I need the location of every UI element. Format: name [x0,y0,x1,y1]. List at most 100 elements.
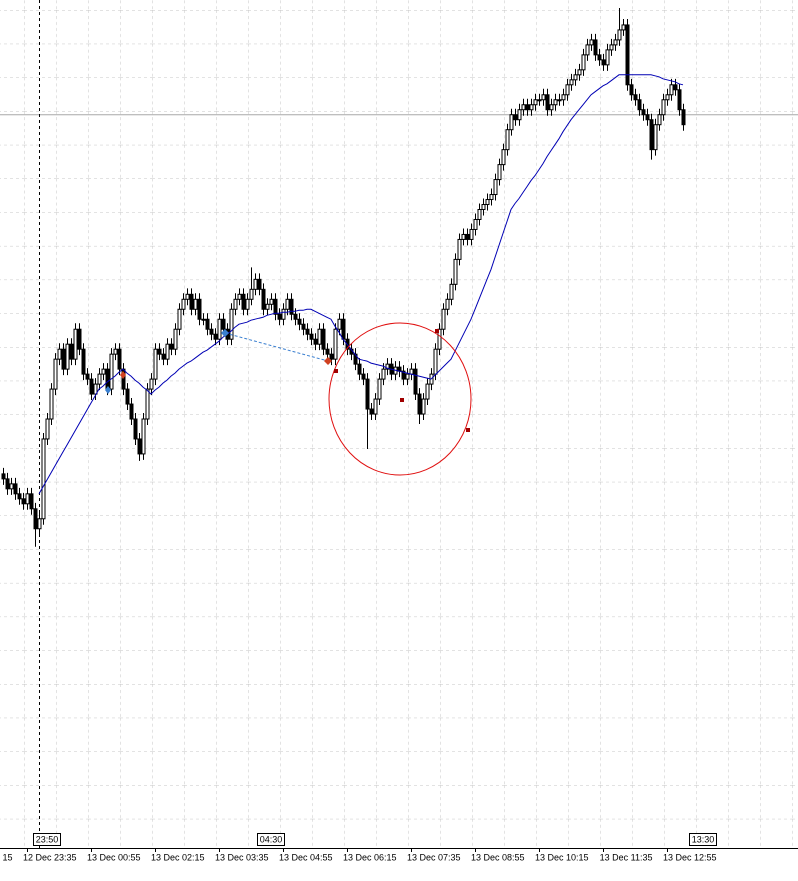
candle-body [241,293,246,310]
time-marker-box [257,833,285,846]
candle-body [29,493,34,510]
candle-body [501,149,506,166]
candle-body [405,373,410,380]
candle-body [577,69,582,76]
candle-body [97,373,102,385]
candles [1,7,686,547]
candle-body [641,109,646,116]
trend-line [224,332,329,362]
candle-body [509,114,514,131]
x-tick-label: 13 Dec 06:15 [343,852,397,862]
candle-body [261,288,266,310]
candle-body [9,483,14,490]
candle-body [573,74,578,81]
candle-body [33,508,38,530]
candle-body [369,408,374,415]
candle-body [461,233,466,240]
candle-body [193,298,198,310]
candle-body [221,318,226,330]
candle-body [545,94,550,111]
x-tick-label: 13 Dec 12:55 [663,852,717,862]
candle-body [557,99,562,102]
candle-body [381,368,386,380]
x-tick-label: 12 Dec 23:35 [23,852,77,862]
candle-body [89,378,94,395]
candle-body [253,278,258,290]
candle-body [337,318,342,330]
candle-body [201,318,206,321]
candle-body [373,398,378,415]
time-marker-label: 13:30 [692,834,715,844]
candle-body [661,99,666,116]
candle-body [297,318,302,325]
candle-body [481,204,486,211]
candle-body [445,298,450,310]
candle-body [453,258,458,285]
candle-body [181,298,186,310]
circle-object [328,322,472,476]
candle-body [61,348,66,370]
candle-body [65,343,70,370]
circle-handle [334,369,338,373]
candle-body [101,368,106,375]
candle-body [49,388,54,420]
candle-body [325,348,330,355]
candle-body [245,298,250,310]
candle-body [477,209,482,220]
candle-body [213,333,218,340]
candle-body [521,104,526,111]
x-tick-label: 13 Dec 04:55 [279,852,333,862]
candle-body [537,99,542,102]
point-marker [105,386,111,394]
candle-body [493,179,498,196]
x-tick-label: 15 [2,852,12,862]
candle-body [465,233,470,240]
x-tick-label: 13 Dec 11:35 [600,852,653,862]
candle-body [409,368,414,375]
candle-body [165,343,170,360]
candle-body [437,328,442,350]
x-tick-label: 13 Dec 03:35 [215,852,269,862]
candle-body [281,308,286,320]
candle-body [377,378,382,400]
candle-body [601,59,606,66]
candle-body [185,293,190,300]
candle-body [485,199,490,206]
candle-body [565,84,570,96]
candle-body [169,343,174,350]
candle-body [309,333,314,340]
candle-body [85,373,90,380]
candle-body [633,94,638,101]
candle-body [17,493,22,500]
time-marker-label: 04:30 [260,834,283,844]
candle-body [57,348,62,360]
x-tick-label: 13 Dec 08:55 [471,852,525,862]
point-marker [120,371,126,379]
candle-body [249,288,254,300]
candle-body [605,49,610,66]
candle-body [553,99,558,106]
candle-body [1,473,6,480]
candle-body [189,293,194,310]
candle-body [305,328,310,335]
candle-body [237,293,242,300]
candle-body [361,373,366,380]
candle-body [525,104,530,111]
candle-body [341,318,346,340]
candle-body [669,84,674,96]
candle-body [105,368,110,390]
time-marker-box [33,833,61,846]
candle-body [541,94,546,101]
candle-body [233,298,238,310]
candle-body [657,114,662,126]
candle-body [497,164,502,181]
candle-body [265,303,270,310]
candle-body [441,308,446,330]
candle-body [229,308,234,340]
candle-body [457,238,462,260]
candle-body [313,338,318,345]
grid-background [0,0,798,848]
candle-body [217,318,222,340]
candle-body [269,298,274,305]
